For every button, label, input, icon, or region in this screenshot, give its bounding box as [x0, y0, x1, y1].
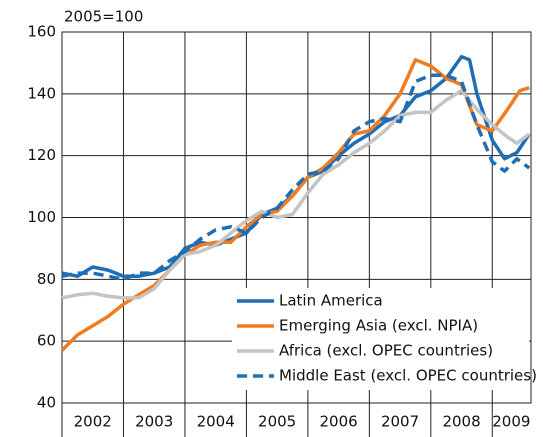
legend-label: Emerging Asia (excl. NPIA) [279, 317, 478, 335]
series-line [60, 58, 530, 352]
x-tick-label: 2003 [135, 413, 173, 431]
x-tick-label: 2002 [74, 413, 112, 431]
y-tick-label: 80 [37, 270, 56, 288]
x-tick-label: 2005 [258, 413, 296, 431]
x-tick-label: 2007 [381, 413, 419, 431]
y-axis-label: 2005=100 [64, 8, 143, 26]
y-tick-label: 140 [27, 84, 56, 102]
x-tick-label: 2008 [442, 413, 480, 431]
series-line [61, 54, 531, 278]
legend-label: Africa (excl. OPEC countries) [279, 342, 493, 360]
plot-frame [61, 31, 532, 404]
y-tick-label: 120 [27, 146, 56, 164]
x-tick-label: 2009 [492, 413, 530, 431]
y-tick-label: 100 [27, 208, 56, 226]
series-line [61, 88, 531, 300]
x-tick-label: 2004 [197, 413, 235, 431]
series-line [61, 73, 531, 282]
y-tick-label: 160 [27, 23, 56, 41]
y-tick-label: 40 [37, 394, 56, 412]
legend-label: Latin America [279, 292, 383, 310]
legend-label: Middle East (excl. OPEC countries) [279, 367, 537, 385]
y-tick-label: 60 [37, 332, 56, 350]
x-tick-label: 2006 [320, 413, 358, 431]
legend-box [232, 288, 529, 390]
